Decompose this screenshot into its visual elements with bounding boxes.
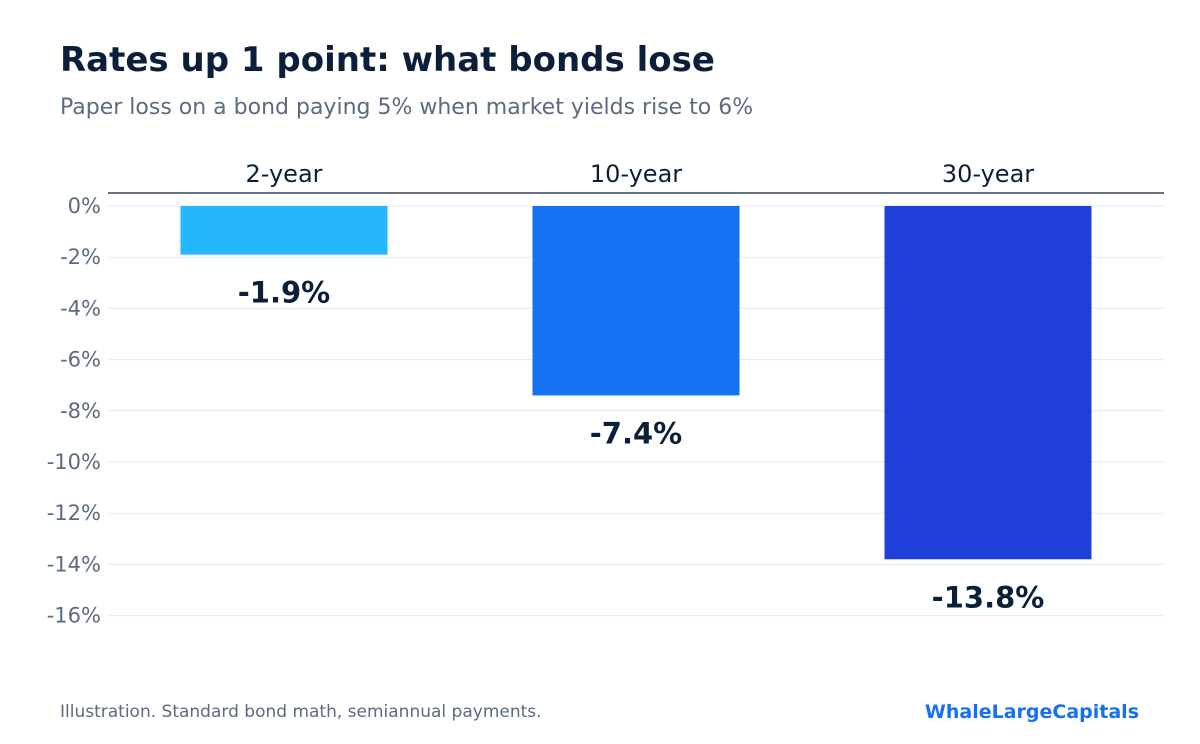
y-tick-label: -12% bbox=[47, 501, 101, 525]
category-labels: 2-year 10-year 30-year bbox=[245, 160, 1034, 188]
y-tick-label: -6% bbox=[60, 348, 101, 372]
brand-logo-text: WhaleLargeCapitals bbox=[924, 701, 1139, 723]
category-label: 2-year bbox=[245, 160, 322, 188]
bar-30-year bbox=[884, 206, 1092, 560]
bars bbox=[180, 206, 1092, 560]
footnote: Illustration. Standard bond math, semian… bbox=[60, 702, 542, 722]
y-tick-label: -16% bbox=[47, 604, 101, 628]
bar-2-year bbox=[180, 206, 388, 255]
value-label: -1.9% bbox=[238, 276, 330, 310]
y-tick-label: -8% bbox=[60, 399, 101, 423]
value-label: -7.4% bbox=[590, 416, 682, 450]
category-label: 30-year bbox=[942, 160, 1034, 188]
y-tick-label: 0% bbox=[68, 194, 101, 218]
chart-title: Rates up 1 point: what bonds lose bbox=[60, 40, 715, 80]
y-axis-ticks: 0% -2% -4% -6% -8% -10% -12% -14% -16% bbox=[47, 194, 101, 628]
bar-10-year bbox=[532, 206, 740, 396]
y-tick-label: -14% bbox=[47, 552, 101, 576]
category-label: 10-year bbox=[590, 160, 682, 188]
y-tick-label: -10% bbox=[47, 450, 101, 474]
y-tick-label: -2% bbox=[60, 245, 101, 269]
chart-subtitle: Paper loss on a bond paying 5% when mark… bbox=[60, 95, 754, 120]
value-labels: -1.9% -7.4% -13.8% bbox=[238, 276, 1045, 615]
value-label: -13.8% bbox=[932, 580, 1045, 614]
y-tick-label: -4% bbox=[60, 296, 101, 320]
